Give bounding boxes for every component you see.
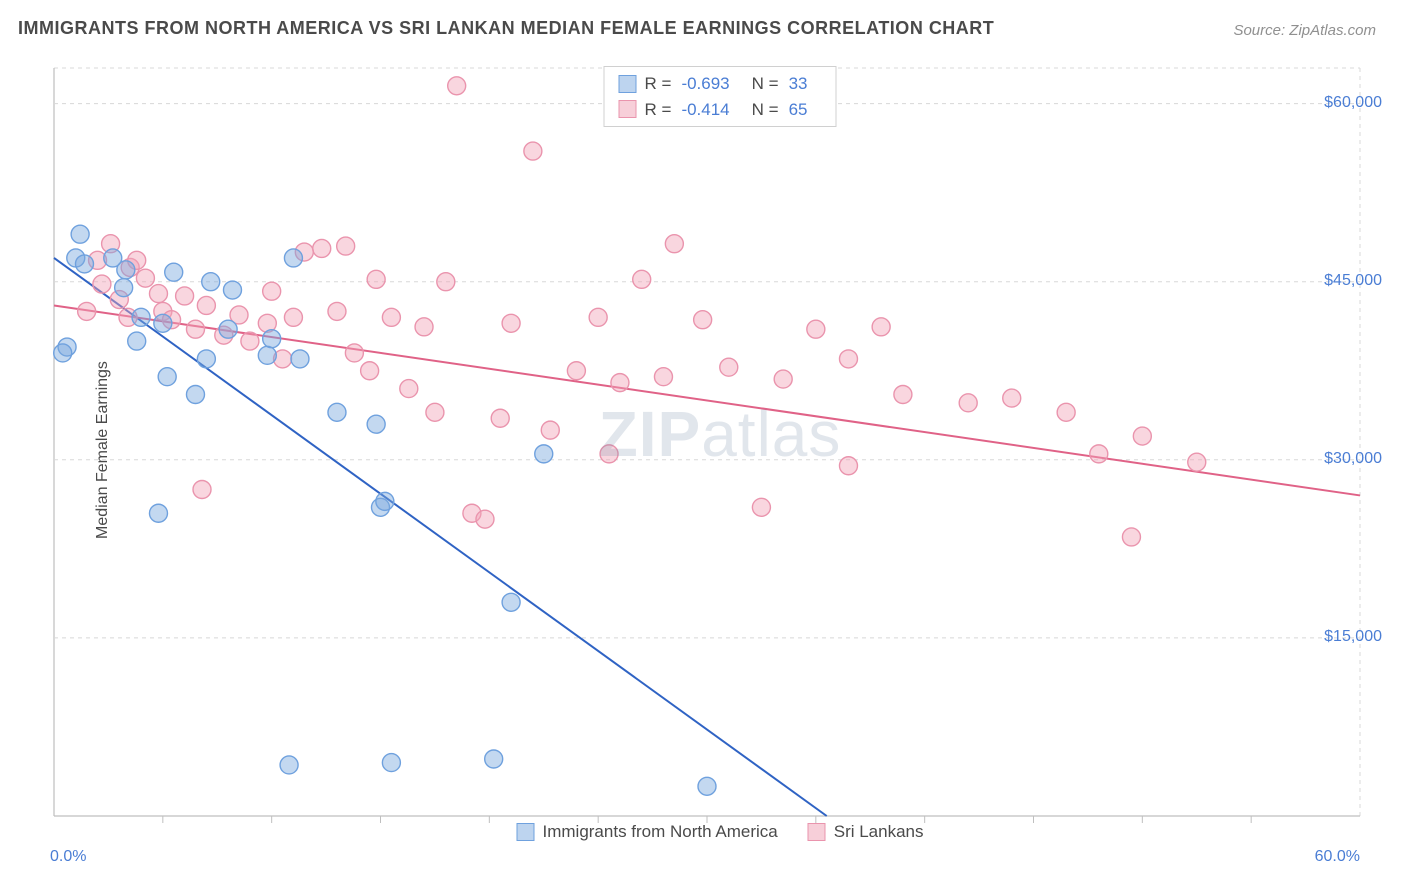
y-tick-label: $15,000 (1324, 628, 1382, 646)
scatter-plot (50, 60, 1390, 840)
legend-swatch (808, 823, 826, 841)
chart-area: Median Female Earnings ZIPatlas R =-0.69… (50, 60, 1390, 840)
legend-correlation-row: R = -0.414 N = 65 (619, 97, 822, 123)
legend-n-label: N = (752, 97, 779, 123)
legend-r-value: -0.693 (681, 71, 729, 97)
series-legend: Immigrants from North America Sri Lankans (516, 822, 923, 842)
legend-n-label: N = (752, 71, 779, 97)
legend-swatch (619, 75, 637, 93)
legend-swatch (516, 823, 534, 841)
legend-swatch (619, 100, 637, 118)
legend-series-label: Immigrants from North America (542, 822, 777, 842)
x-axis-max-label: 60.0% (1315, 848, 1360, 866)
y-tick-label: $60,000 (1324, 94, 1382, 112)
chart-title: IMMIGRANTS FROM NORTH AMERICA VS SRI LAN… (18, 18, 994, 39)
legend-r-label: R = (645, 97, 672, 123)
legend-correlation-row: R = -0.693 N = 33 (619, 71, 822, 97)
legend-r-label: R = (645, 71, 672, 97)
legend-series-item: Immigrants from North America (516, 822, 777, 842)
legend-series-item: Sri Lankans (808, 822, 924, 842)
correlation-legend: R = -0.693 N = 33 R = -0.414 N = 65 (604, 66, 837, 127)
y-tick-label: $45,000 (1324, 272, 1382, 290)
legend-n-value: 33 (789, 71, 808, 97)
x-axis-min-label: 0.0% (50, 848, 86, 866)
legend-n-value: 65 (789, 97, 808, 123)
legend-r-value: -0.414 (681, 97, 729, 123)
y-tick-label: $30,000 (1324, 450, 1382, 468)
legend-series-label: Sri Lankans (834, 822, 924, 842)
source-attribution: Source: ZipAtlas.com (1233, 22, 1376, 39)
